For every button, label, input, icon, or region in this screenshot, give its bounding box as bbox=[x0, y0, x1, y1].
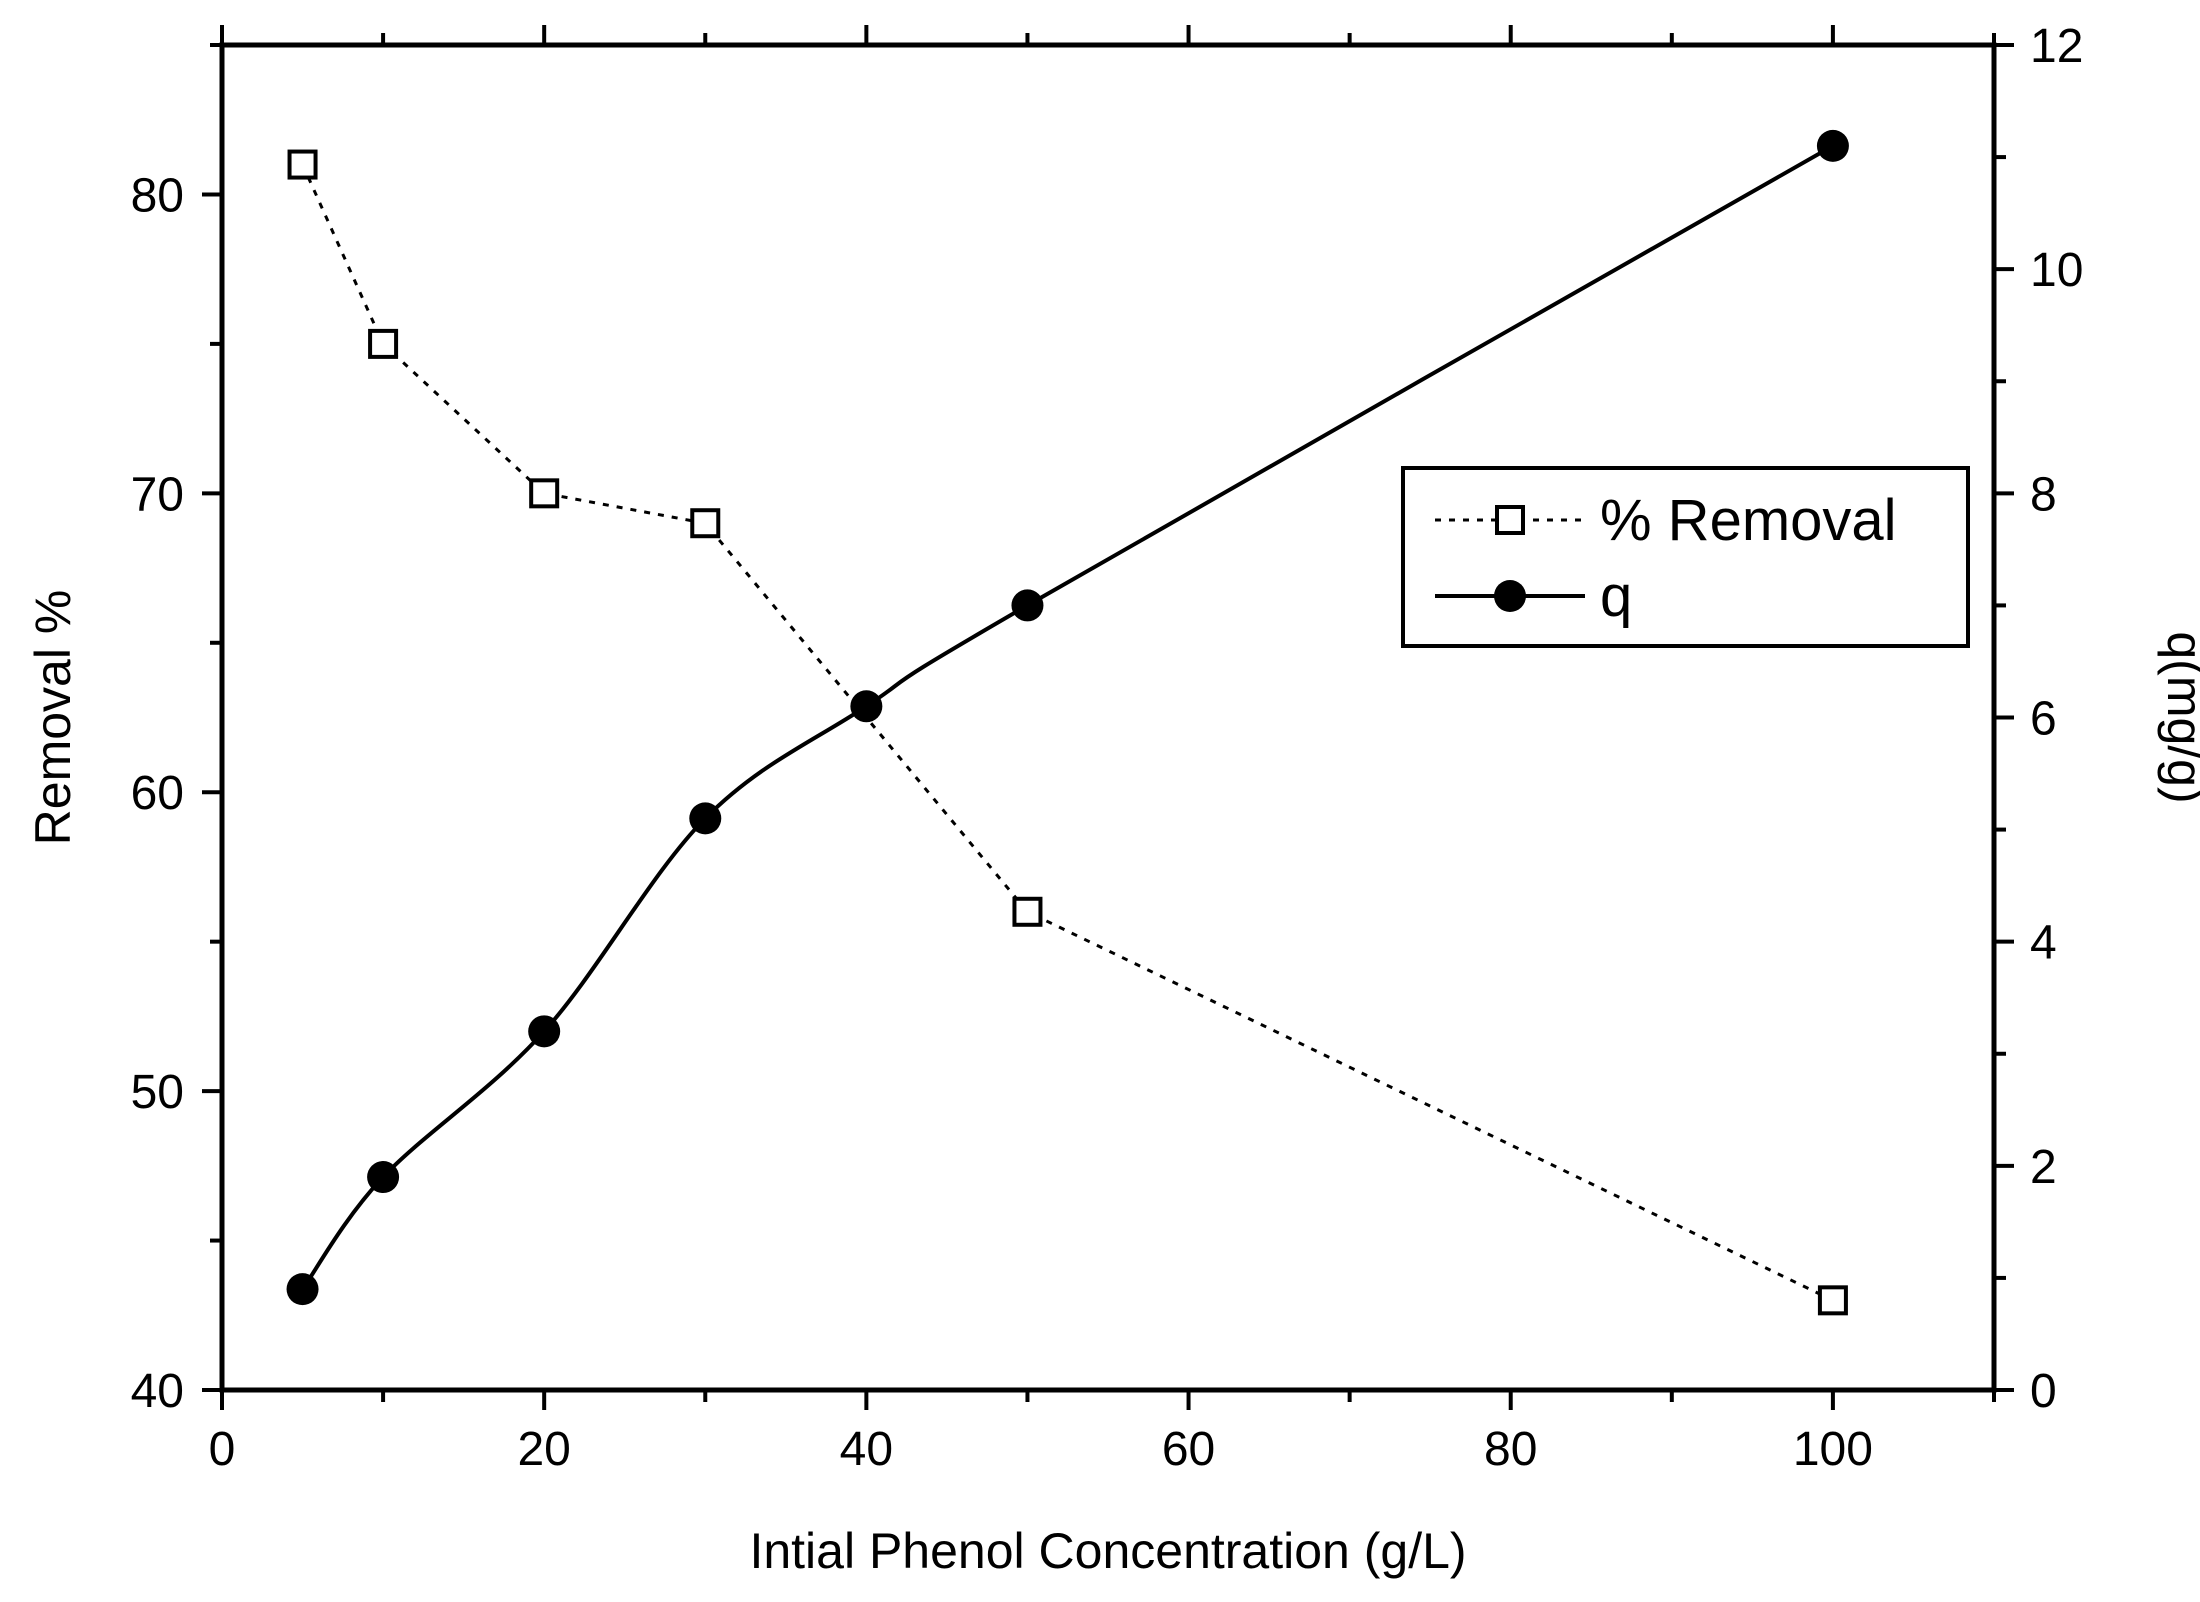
y-axis-right-title: q(mg/g) bbox=[2157, 631, 2200, 803]
series-layer bbox=[286, 129, 1849, 1316]
x-tick-label: 40 bbox=[840, 1423, 893, 1476]
point-removal bbox=[690, 508, 721, 539]
point-q bbox=[1816, 129, 1849, 162]
point-removal bbox=[529, 478, 560, 509]
y-right-tick-label: 10 bbox=[2030, 244, 2083, 297]
y-right-tick-label: 6 bbox=[2030, 693, 2057, 746]
legend-box bbox=[1401, 466, 1970, 648]
axes-layer: 0 20 40 60 80 100 40 50 60 70 80 0 2 4 6 8 10 12 bbox=[131, 20, 2084, 1476]
point-removal bbox=[1012, 896, 1043, 927]
y-left-tick-label: 80 bbox=[131, 169, 184, 222]
y-left-tick-label: 70 bbox=[131, 468, 184, 521]
y-left-tick-label: 50 bbox=[131, 1066, 184, 1119]
x-tick-label: 60 bbox=[1162, 1423, 1215, 1476]
point-removal bbox=[1817, 1285, 1848, 1316]
legend: % Removal q bbox=[1401, 466, 1970, 648]
point-q bbox=[689, 802, 722, 835]
point-q bbox=[528, 1015, 561, 1048]
y-right-tick-label: 2 bbox=[2030, 1141, 2057, 1194]
series-line-q bbox=[300, 144, 1834, 1291]
point-q bbox=[850, 690, 883, 723]
y-right-tick-label: 8 bbox=[2030, 468, 2057, 521]
legend-marker-q bbox=[1494, 580, 1526, 612]
legend-marker-removal bbox=[1495, 505, 1525, 535]
point-q bbox=[367, 1161, 400, 1194]
y-right-tick-label: 0 bbox=[2030, 1365, 2057, 1418]
point-q bbox=[1011, 589, 1044, 622]
point-removal bbox=[287, 149, 318, 180]
x-axis-title: Intial Phenol Concentration (g/L) bbox=[749, 1523, 1466, 1579]
point-q bbox=[286, 1273, 319, 1306]
legend-label-q: q bbox=[1600, 564, 1632, 629]
point-removal bbox=[368, 328, 399, 359]
x-tick-label: 80 bbox=[1484, 1423, 1537, 1476]
x-tick-label: 100 bbox=[1793, 1423, 1873, 1476]
y-axis-left-title: Removal % bbox=[25, 590, 81, 846]
y-left-tick-label: 40 bbox=[131, 1365, 184, 1418]
legend-label-removal: % Removal bbox=[1600, 488, 1897, 553]
y-right-tick-label: 12 bbox=[2030, 20, 2083, 73]
x-tick-label: 20 bbox=[517, 1423, 570, 1476]
y-right-tick-label: 4 bbox=[2030, 917, 2057, 970]
series-line-removal bbox=[301, 163, 1834, 1302]
y-left-tick-label: 60 bbox=[131, 767, 184, 820]
x-tick-label: 0 bbox=[209, 1423, 236, 1476]
